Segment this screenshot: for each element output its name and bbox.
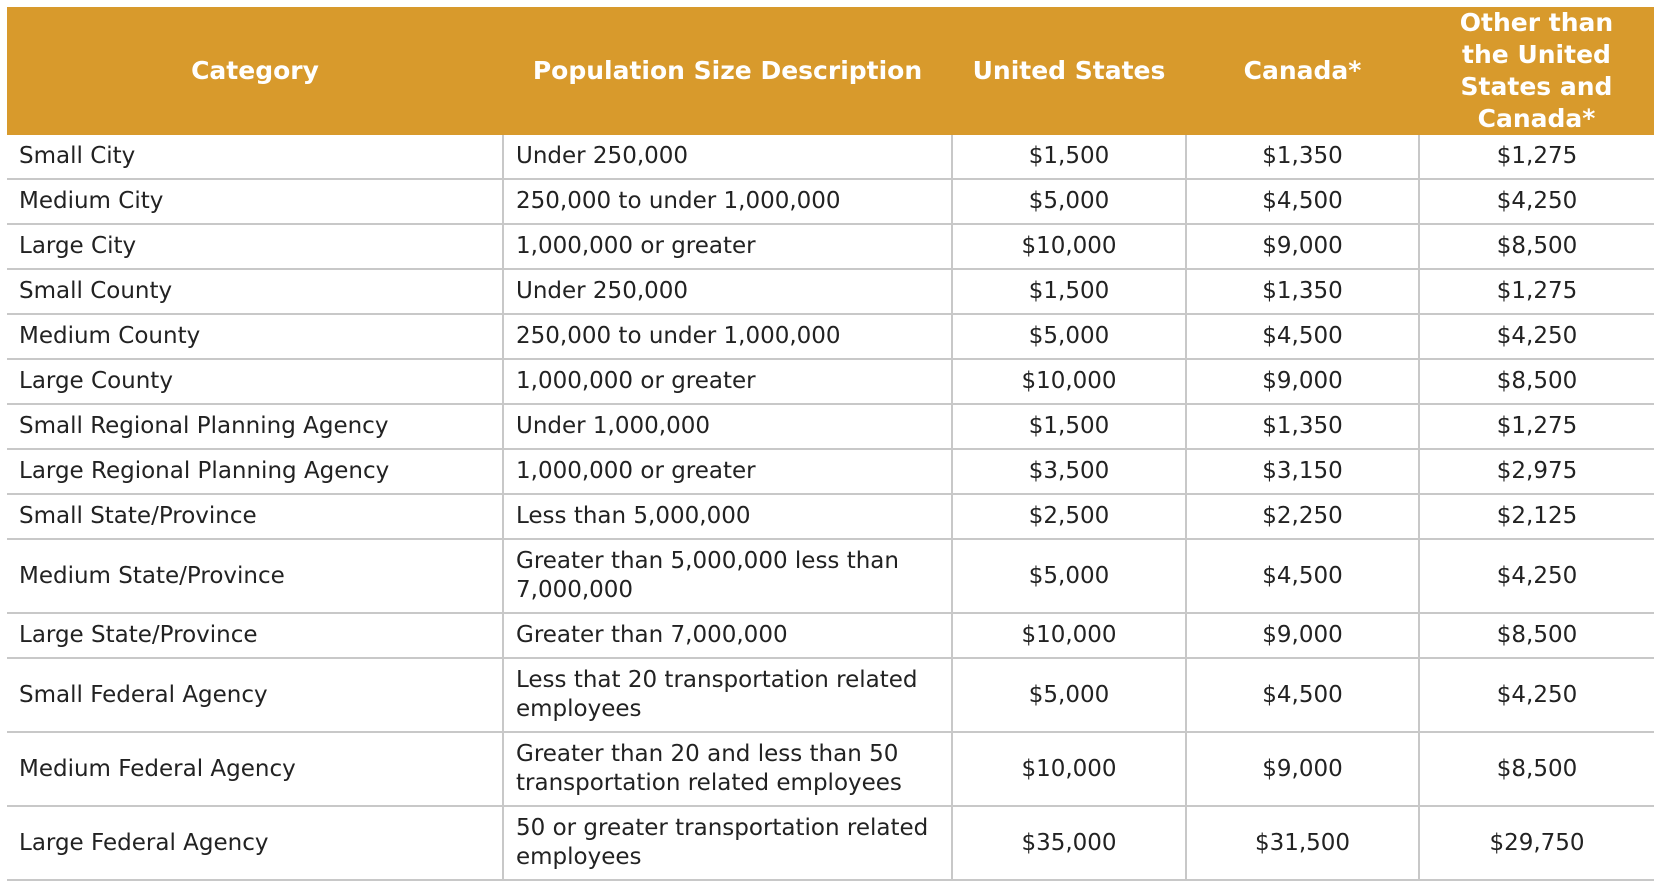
table-row: Large City 1,000,000 or greater $10,000 … bbox=[7, 224, 1654, 270]
cell-us: $1,500 bbox=[952, 269, 1187, 315]
cell-us: $1,500 bbox=[952, 135, 1187, 180]
cell-canada: $9,000 bbox=[1186, 224, 1420, 270]
cell-us: $10,000 bbox=[952, 359, 1187, 405]
cell-category: Small State/Province bbox=[7, 494, 504, 540]
table-row: Small Federal Agency Less that 20 transp… bbox=[7, 658, 1654, 733]
cell-description: Less that 20 transportation related empl… bbox=[503, 658, 953, 733]
cell-other: $8,500 bbox=[1419, 359, 1654, 405]
table-row: Small City Under 250,000 $1,500 $1,350 $… bbox=[7, 135, 1654, 180]
table-row: Large Federal Agency 50 or greater trans… bbox=[7, 806, 1654, 881]
table-row: Large County 1,000,000 or greater $10,00… bbox=[7, 359, 1654, 405]
cell-us: $10,000 bbox=[952, 613, 1187, 659]
table-row: Large Regional Planning Agency 1,000,000… bbox=[7, 449, 1654, 495]
cell-category: Large County bbox=[7, 359, 504, 405]
cell-category: Small Federal Agency bbox=[7, 658, 504, 733]
cell-other: $2,125 bbox=[1419, 494, 1654, 540]
header-row: Category Population Size Description Uni… bbox=[7, 7, 1654, 135]
cell-category: Medium City bbox=[7, 179, 504, 225]
header-canada: Canada* bbox=[1186, 7, 1419, 135]
cell-us: $5,000 bbox=[952, 539, 1187, 614]
cell-description: 250,000 to under 1,000,000 bbox=[503, 179, 953, 225]
cell-other: $1,275 bbox=[1419, 404, 1654, 450]
cell-other: $4,250 bbox=[1419, 179, 1654, 225]
cell-category: Medium Federal Agency bbox=[7, 732, 504, 807]
cell-category: Small Regional Planning Agency bbox=[7, 404, 504, 450]
cell-description: Greater than 20 and less than 50 transpo… bbox=[503, 732, 953, 807]
header-other-countries: Other than the United States and Canada* bbox=[1419, 7, 1654, 135]
cell-canada: $9,000 bbox=[1186, 732, 1420, 807]
cell-description: Less than 5,000,000 bbox=[503, 494, 953, 540]
header-population-size-description: Population Size Description bbox=[503, 7, 952, 135]
cell-other: $1,275 bbox=[1419, 269, 1654, 315]
table-row: Large State/Province Greater than 7,000,… bbox=[7, 613, 1654, 659]
dues-table: Category Population Size Description Uni… bbox=[7, 7, 1654, 881]
cell-description: Greater than 7,000,000 bbox=[503, 613, 953, 659]
cell-us: $5,000 bbox=[952, 179, 1187, 225]
cell-us: $5,000 bbox=[952, 658, 1187, 733]
table-row: Small Regional Planning Agency Under 1,0… bbox=[7, 404, 1654, 450]
cell-description: Under 250,000 bbox=[503, 269, 953, 315]
table-row: Small State/Province Less than 5,000,000… bbox=[7, 494, 1654, 540]
cell-category: Medium County bbox=[7, 314, 504, 360]
cell-category: Small City bbox=[7, 135, 504, 180]
cell-description: 1,000,000 or greater bbox=[503, 359, 953, 405]
cell-category: Medium State/Province bbox=[7, 539, 504, 614]
cell-canada: $1,350 bbox=[1186, 404, 1420, 450]
table-row: Medium Federal Agency Greater than 20 an… bbox=[7, 732, 1654, 807]
cell-us: $35,000 bbox=[952, 806, 1187, 881]
cell-description: 250,000 to under 1,000,000 bbox=[503, 314, 953, 360]
cell-canada: $9,000 bbox=[1186, 359, 1420, 405]
cell-other: $1,275 bbox=[1419, 135, 1654, 180]
cell-category: Large City bbox=[7, 224, 504, 270]
cell-canada: $4,500 bbox=[1186, 539, 1420, 614]
table-row: Small County Under 250,000 $1,500 $1,350… bbox=[7, 269, 1654, 315]
cell-other: $8,500 bbox=[1419, 732, 1654, 807]
cell-other: $8,500 bbox=[1419, 224, 1654, 270]
dues-table-container: Category Population Size Description Uni… bbox=[7, 7, 1654, 881]
table-row: Medium State/Province Greater than 5,000… bbox=[7, 539, 1654, 614]
cell-description: Under 250,000 bbox=[503, 135, 953, 180]
cell-us: $10,000 bbox=[952, 732, 1187, 807]
cell-us: $1,500 bbox=[952, 404, 1187, 450]
cell-other: $4,250 bbox=[1419, 658, 1654, 733]
cell-canada: $3,150 bbox=[1186, 449, 1420, 495]
cell-canada: $4,500 bbox=[1186, 314, 1420, 360]
cell-category: Large Regional Planning Agency bbox=[7, 449, 504, 495]
cell-description: 50 or greater transportation related emp… bbox=[503, 806, 953, 881]
cell-canada: $31,500 bbox=[1186, 806, 1420, 881]
cell-category: Large State/Province bbox=[7, 613, 504, 659]
table-body: Small City Under 250,000 $1,500 $1,350 $… bbox=[7, 135, 1654, 881]
cell-other: $8,500 bbox=[1419, 613, 1654, 659]
cell-canada: $4,500 bbox=[1186, 658, 1420, 733]
table-row: Medium County 250,000 to under 1,000,000… bbox=[7, 314, 1654, 360]
cell-other: $4,250 bbox=[1419, 314, 1654, 360]
cell-other: $2,975 bbox=[1419, 449, 1654, 495]
cell-us: $3,500 bbox=[952, 449, 1187, 495]
cell-description: Under 1,000,000 bbox=[503, 404, 953, 450]
cell-us: $10,000 bbox=[952, 224, 1187, 270]
table-header: Category Population Size Description Uni… bbox=[7, 7, 1654, 135]
cell-category: Small County bbox=[7, 269, 504, 315]
cell-other: $4,250 bbox=[1419, 539, 1654, 614]
cell-canada: $9,000 bbox=[1186, 613, 1420, 659]
cell-us: $2,500 bbox=[952, 494, 1187, 540]
cell-description: Greater than 5,000,000 less than 7,000,0… bbox=[503, 539, 953, 614]
header-category: Category bbox=[7, 7, 503, 135]
cell-canada: $1,350 bbox=[1186, 269, 1420, 315]
cell-canada: $1,350 bbox=[1186, 135, 1420, 180]
cell-description: 1,000,000 or greater bbox=[503, 449, 953, 495]
cell-us: $5,000 bbox=[952, 314, 1187, 360]
cell-canada: $2,250 bbox=[1186, 494, 1420, 540]
cell-other: $29,750 bbox=[1419, 806, 1654, 881]
header-united-states: United States bbox=[952, 7, 1186, 135]
table-row: Medium City 250,000 to under 1,000,000 $… bbox=[7, 179, 1654, 225]
cell-category: Large Federal Agency bbox=[7, 806, 504, 881]
cell-canada: $4,500 bbox=[1186, 179, 1420, 225]
cell-description: 1,000,000 or greater bbox=[503, 224, 953, 270]
